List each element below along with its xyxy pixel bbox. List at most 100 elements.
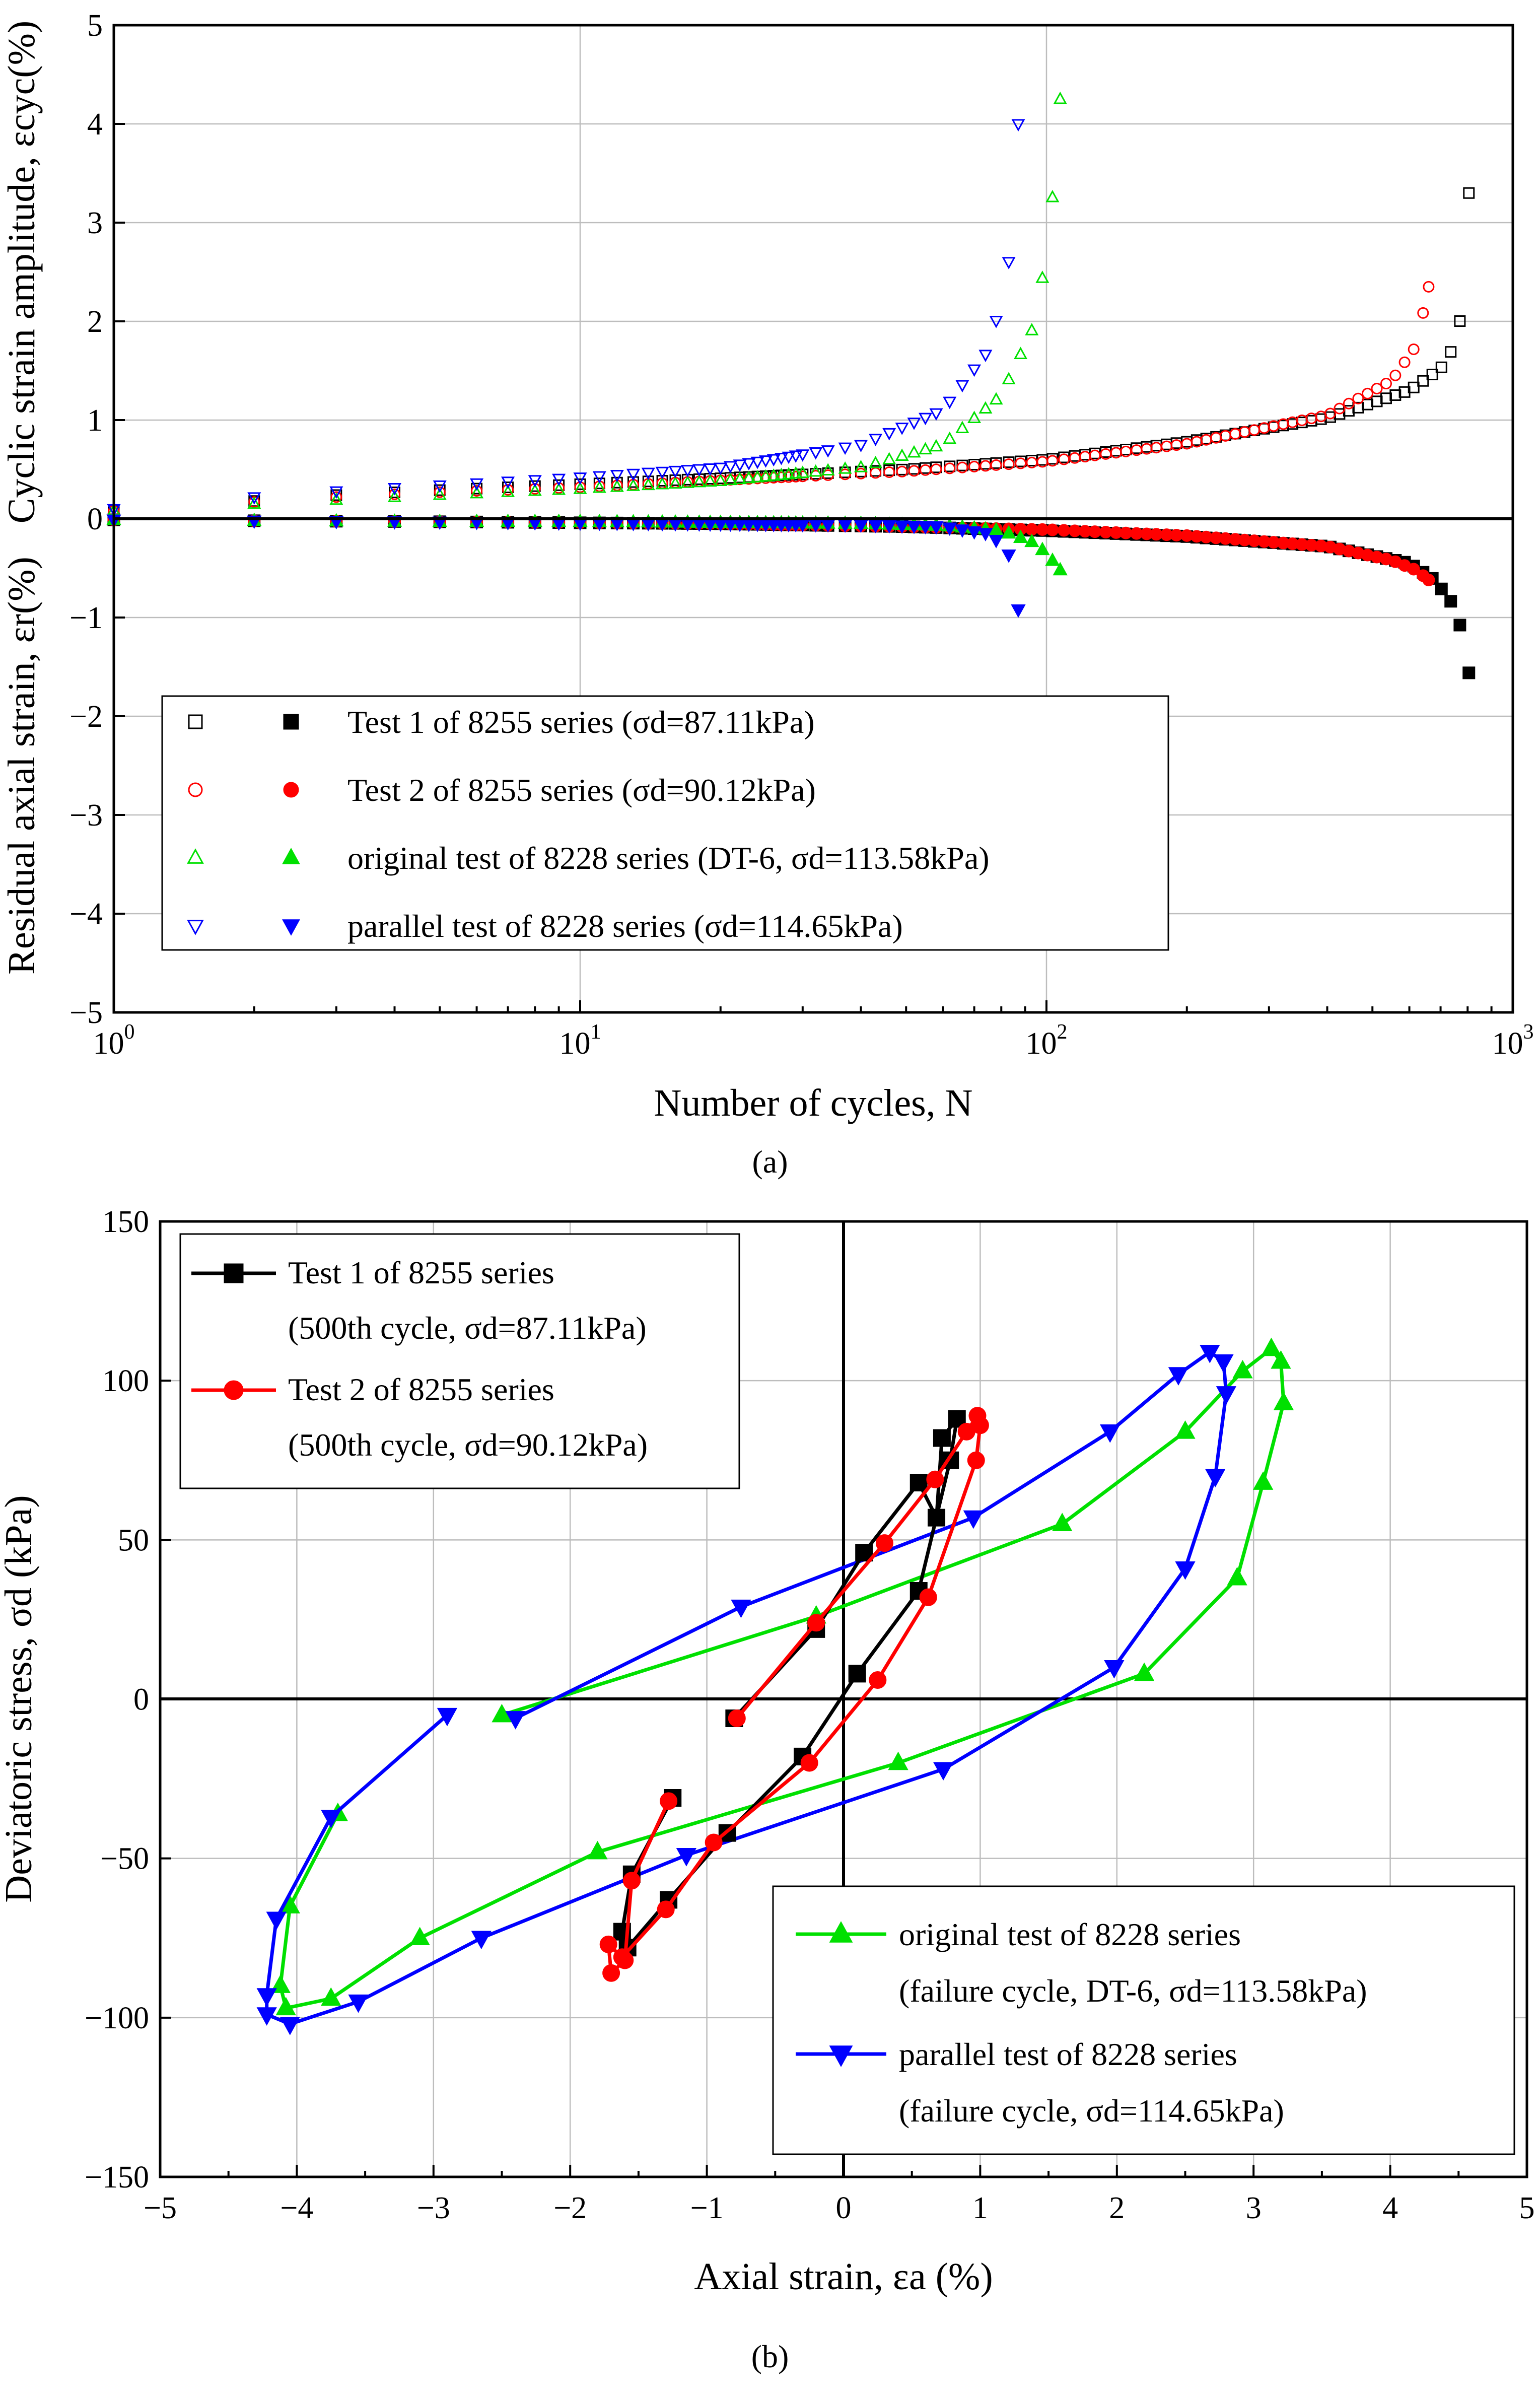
chart-b-point	[1216, 1386, 1237, 1405]
chart-a-point-cyclic	[680, 475, 694, 488]
chart-b-point	[1134, 1662, 1155, 1681]
chart-a-ytick-label: −4	[69, 897, 103, 931]
chart-b-point	[705, 1833, 723, 1852]
chart-a-xtick-base: 10	[559, 1027, 591, 1061]
chart-a-point-cyclic	[1361, 387, 1373, 399]
chart-b-point	[256, 2007, 277, 2026]
chart-a-point-cyclic	[1454, 315, 1466, 327]
chart-a-point-cyclic	[1053, 91, 1067, 104]
chart-a-point-cyclic	[1389, 389, 1402, 401]
chart-a-point-residual	[1025, 523, 1038, 536]
chart-a-point-cyclic	[610, 479, 624, 492]
chart-a-point-cyclic	[839, 468, 851, 481]
chart-a-point-residual	[1435, 582, 1448, 595]
chart-a-point-cyclic	[989, 315, 1003, 328]
chart-a-point-cyclic	[766, 454, 781, 467]
chart-a-point-cyclic	[1089, 449, 1101, 461]
chart-b-legend-bottom-markers	[796, 1921, 886, 2067]
chart-a-point-residual	[1035, 541, 1050, 556]
chart-b-point	[1273, 1392, 1294, 1410]
chart-a-point-cyclic	[929, 439, 943, 452]
chart-a-point-cyclic	[501, 476, 515, 489]
chart-b-legend-marker	[829, 2045, 853, 2067]
chart-a-point-cyclic	[1445, 346, 1457, 358]
chart-a-point-residual	[1407, 563, 1420, 576]
chart-a-legend-label-3: original test of 8228 series (DT-6, σd=1…	[347, 840, 990, 876]
chart-a-point-cyclic	[329, 492, 343, 505]
chart-a-point-cyclic	[967, 410, 982, 423]
chart-a-point-cyclic	[1408, 344, 1420, 356]
chart-a-point-cyclic	[1435, 361, 1447, 373]
chart-a-point-cyclic	[501, 485, 515, 497]
chart-a-point-cyclic	[869, 434, 883, 446]
chart-a-point-cyclic	[978, 350, 993, 362]
chart-a-data	[106, 91, 1476, 679]
chart-a-legend-label-1: Test 1 of 8255 series (σd=87.11kPa)	[347, 704, 815, 740]
chart-a-point-residual	[1013, 529, 1028, 543]
chart-a-point-cyclic	[1380, 392, 1392, 404]
chart-a-point-cyclic	[655, 476, 669, 490]
chart-a-point-cyclic	[1324, 407, 1336, 420]
chart-a-xtick-label: 101	[559, 1020, 601, 1061]
chart-b-point	[321, 1987, 341, 2006]
chart-a-point-cyclic	[668, 476, 682, 489]
chart-b-point	[613, 1948, 631, 1966]
chart-a-series-2	[107, 281, 1435, 587]
chart-a-point-cyclic	[1343, 397, 1355, 409]
chart-a-point-cyclic	[1248, 424, 1261, 436]
chart-a-ytick-label: 0	[87, 502, 103, 536]
chart-a-point-cyclic	[908, 465, 920, 477]
chart-b-point	[1175, 1420, 1196, 1439]
chart-a-point-cyclic	[809, 464, 823, 477]
chart-a-point-cyclic	[592, 471, 606, 484]
chart-a-point-cyclic	[782, 467, 796, 480]
chart-a-legend-open-marker	[187, 920, 204, 935]
chart-a-point-cyclic	[1361, 398, 1373, 410]
chart-a-ylabel-bottom: Residual axial strain, εr(%)	[1, 557, 43, 975]
chart-b-point	[256, 1988, 277, 2007]
chart-a-point-cyclic	[389, 488, 401, 500]
chart-a-series-4	[106, 119, 1026, 618]
chart-a-point-cyclic	[528, 475, 542, 488]
chart-b-ticks: −5 −4 −3 −2 −1 0 1 2 3 4 5 150 100 50 0 −50 −100 −150	[85, 1205, 1534, 2225]
chart-a-point-cyclic	[1334, 402, 1346, 415]
chart-a-point-cyclic	[1238, 426, 1250, 438]
chart-a-point-cyclic	[774, 453, 788, 465]
chart-a-point-residual	[906, 521, 922, 534]
chart-b-point	[807, 1614, 825, 1632]
chart-a-point-cyclic	[919, 413, 933, 426]
chart-b-point	[1213, 1354, 1234, 1373]
chart-a-point-residual	[1045, 552, 1060, 566]
chart-a-point-cyclic	[471, 485, 483, 497]
chart-a-xlabel: Number of cycles, N	[654, 1082, 972, 1124]
chart-b-point	[928, 1509, 946, 1527]
chart-b: −5 −4 −3 −2 −1 0 1 2 3 4 5 150 100 50 0 −50 −100 −150 Dev…	[0, 1205, 1535, 2374]
chart-a-point-residual	[1053, 562, 1068, 576]
chart-a-point-cyclic	[470, 486, 484, 499]
chart-a-point-cyclic	[433, 480, 447, 493]
chart-a-point-residual	[1462, 666, 1476, 679]
chart-b-ytick-label: 0	[133, 1683, 149, 1717]
chart-b-series-2	[599, 1407, 989, 1982]
chart-a-point-cyclic	[990, 459, 1002, 471]
chart-a-point-cyclic	[955, 380, 969, 393]
chart-b-point	[676, 1848, 697, 1867]
chart-a-point-cyclic	[742, 458, 756, 471]
chart-b-point	[909, 1474, 928, 1492]
chart-a-ytick-label: 4	[87, 107, 103, 142]
chart-a-point-residual	[1150, 528, 1163, 541]
chart-a-point-cyclic	[750, 456, 764, 469]
chart-b-xtick-label: −5	[144, 2191, 177, 2225]
chart-a-point-cyclic	[1058, 453, 1070, 465]
chart-a-point-cyclic	[1219, 430, 1231, 442]
chart-b-point	[1200, 1344, 1220, 1363]
chart-a-point-cyclic	[1258, 422, 1270, 434]
chart-a-legend-box	[161, 695, 1169, 951]
chart-a-xtick-exp: 1	[591, 1020, 601, 1044]
chart-a-point-cyclic	[1229, 428, 1241, 440]
chart-b-ytick-label: −150	[85, 2160, 149, 2195]
chart-a-point-cyclic	[809, 447, 823, 460]
chart-a-point-cyclic	[774, 467, 788, 481]
